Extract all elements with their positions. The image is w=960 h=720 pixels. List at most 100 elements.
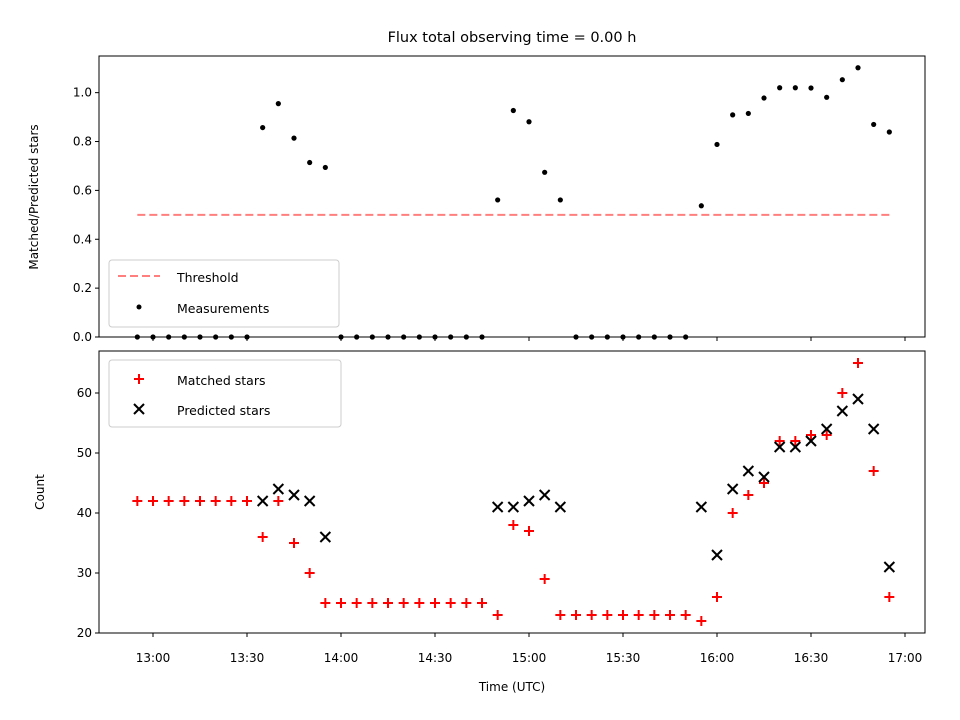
predicted-star-point (523, 495, 535, 507)
matched-star-point (806, 430, 816, 440)
top-plot-frame (98, 55, 926, 338)
predicted-star-point (883, 561, 896, 573)
measurement-point (698, 203, 704, 209)
legend-matched-label: Matched stars (177, 373, 265, 388)
predicted-star-point (272, 483, 285, 495)
matched-star-point (821, 430, 832, 440)
matched-star-point (524, 526, 534, 536)
predicted-star-point (319, 531, 332, 543)
predicted-star-point (554, 501, 567, 513)
matched-star-point (665, 610, 675, 620)
matched-star-point (336, 598, 346, 608)
measurement-point (886, 129, 892, 135)
matched-star-point (618, 610, 628, 620)
matched-star-point (853, 358, 863, 368)
measurement-point (730, 112, 736, 118)
predicted-star-point (288, 489, 300, 501)
matched-star-point (508, 520, 519, 530)
measurement-point (871, 121, 877, 128)
predicted-star-point (491, 501, 504, 513)
matched-star-point (304, 568, 315, 578)
bottom-y-tick-label: 50 (77, 446, 92, 460)
measurement-point (495, 197, 501, 203)
predicted-star-point (726, 483, 739, 495)
matched-star-point (163, 496, 174, 506)
predicted-star-point (836, 405, 849, 417)
top-y-tick-label: 0.4 (73, 232, 92, 246)
matched-star-point (273, 496, 284, 506)
predicted-star-point (256, 495, 269, 507)
matched-star-point (383, 598, 393, 608)
bottom-y-tick-label: 60 (77, 386, 92, 400)
legend-measurements-swatch (136, 304, 142, 310)
matched-star-point (210, 496, 221, 506)
measurement-point (557, 197, 563, 203)
measurement-point (792, 85, 798, 91)
x-axis-label: Time (UTC) (478, 680, 545, 694)
bottom-legend: Matched stars Predicted stars (108, 359, 342, 428)
matched-star-point (242, 496, 252, 506)
matched-star-point (696, 616, 707, 626)
top-y-tick-label: 1.0 (73, 86, 92, 100)
predicted-star-point (758, 471, 770, 483)
predicted-star-point (820, 423, 833, 435)
x-tick-label: 16:00 (700, 651, 735, 665)
measurement-point (824, 94, 830, 100)
matched-star-point (195, 496, 205, 506)
bottom-y-tick-label: 30 (77, 566, 92, 580)
bottom-y-tick-label: 20 (77, 626, 92, 640)
matched-star-point (257, 532, 268, 542)
matched-star-point (868, 466, 879, 476)
top-legend-box (108, 259, 340, 328)
top-y-tick-label: 0.8 (73, 135, 92, 149)
legend-predicted-swatch (133, 403, 145, 415)
x-tick-label: 14:00 (324, 651, 359, 665)
matched-star-point (477, 598, 487, 608)
matched-star-point (226, 496, 237, 506)
measurement-point (510, 107, 516, 114)
top-y-tick-label: 0.0 (73, 330, 92, 344)
matched-star-point (398, 598, 409, 608)
top-y-axis-label: Matched/Predicted stars (27, 124, 41, 269)
matched-star-point (712, 592, 722, 602)
top-y-tick-label: 0.6 (73, 183, 92, 197)
matched-star-point (461, 598, 472, 608)
matched-star-point (289, 538, 299, 548)
top-subplot: Flux total observing time = 0.00 h Match… (27, 30, 926, 344)
matched-star-point (132, 496, 143, 506)
predicted-star-point (303, 495, 316, 507)
predicted-star-point (742, 465, 755, 477)
measurement-point (745, 110, 751, 117)
predicted-star-point (789, 441, 802, 453)
predicted-star-point (695, 501, 708, 513)
predicted-star-point (867, 423, 880, 435)
matched-star-point (320, 598, 331, 608)
matched-star-point (680, 610, 691, 620)
predicted-star-point (711, 549, 723, 561)
predicted-star-point (538, 489, 551, 501)
predicted-star-point (805, 435, 817, 447)
measurement-point (777, 85, 783, 91)
x-tick-label: 15:00 (512, 651, 547, 665)
measurement-point (275, 101, 281, 107)
legend-threshold-label: Threshold (176, 270, 239, 285)
measurement-point (307, 159, 313, 166)
matched-star-point (492, 610, 503, 620)
measurement-point (855, 65, 861, 71)
predicted-star-point (773, 441, 786, 453)
measurement-point (526, 119, 532, 125)
matched-star-point (555, 610, 566, 620)
x-tick-label: 17:00 (888, 651, 923, 665)
matched-star-point (884, 592, 895, 602)
matched-star-point (179, 496, 190, 506)
bottom-y-axis-label: Count (33, 474, 47, 510)
x-tick-label: 15:30 (606, 651, 641, 665)
top-legend: Threshold Measurements (108, 259, 340, 328)
x-tick-label: 16:30 (794, 651, 829, 665)
matched-star-point (649, 610, 660, 620)
bottom-legend-box (108, 359, 342, 428)
matched-star-point (367, 598, 378, 608)
measurement-point (260, 124, 266, 131)
measurement-point (322, 164, 328, 171)
